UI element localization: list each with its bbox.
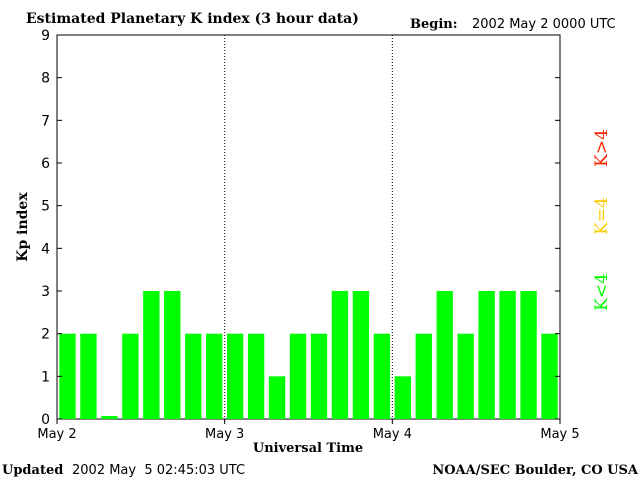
begin-label: Begin: [410,17,458,32]
x-axis-label: Universal Time [253,441,363,456]
kp-bar [436,291,453,419]
y-tick-label: 0 [41,412,50,428]
kp-bar [185,333,202,419]
chart-title: Estimated Planetary K index (3 hour data… [26,11,359,27]
y-tick-label: 8 [41,71,50,87]
kp-bar [331,291,349,419]
y-axis-label: Kp index [15,192,31,262]
kp-bar [268,376,286,419]
kp-bar [520,291,537,419]
source-credit: NOAA/SEC Boulder, CO USA [432,463,639,478]
kp-bar [101,416,118,419]
kp-bar [478,291,495,419]
plot-frame [56,34,561,420]
begin-value: 2002 May 2 0000 UTC [472,17,616,32]
kp-bar [226,333,244,419]
kp-bar [352,291,370,419]
kp-bar [143,291,160,419]
kp-bar [164,291,181,419]
y-tick-label: 2 [41,327,50,343]
kp-bar [122,333,139,419]
kp-bar [457,333,474,419]
x-tick-label: May 3 [205,427,244,442]
kp-bar [80,333,97,419]
kp-bar [415,333,432,419]
legend-equal-4: K=4 [592,197,612,235]
y-tick-label: 5 [41,199,50,215]
kp-bar [499,291,516,419]
updated-label: Updated [2,463,63,478]
kp-bar [247,333,265,419]
x-axis-ticks: May 2 May 3 May 4 May 5 [37,419,580,442]
updated-value: 2002 May 5 02:45:03 UTC [72,463,245,478]
y-tick-label: 3 [41,284,50,300]
kp-bar [541,333,558,419]
y-axis-ticks: 0 1 2 3 4 5 6 7 8 9 [41,28,560,428]
kp-bar [373,333,391,419]
legend-greater-than-4: K>4 [592,129,612,167]
kp-bar [310,333,328,419]
x-tick-label: May 4 [373,427,412,442]
kp-bar [206,333,223,419]
y-tick-label: 7 [41,113,50,129]
kp-bar [59,333,76,419]
y-tick-label: 6 [41,156,50,172]
x-tick-label: May 2 [37,427,76,442]
bars-group [59,291,558,419]
y-tick-label: 9 [41,28,50,44]
legend-less-than-4: K<4 [592,273,612,311]
kp-bar [289,333,307,419]
kp-bar [394,376,411,419]
x-tick-label: May 5 [540,427,579,442]
y-tick-label: 1 [41,369,50,385]
y-tick-label: 4 [41,241,50,257]
